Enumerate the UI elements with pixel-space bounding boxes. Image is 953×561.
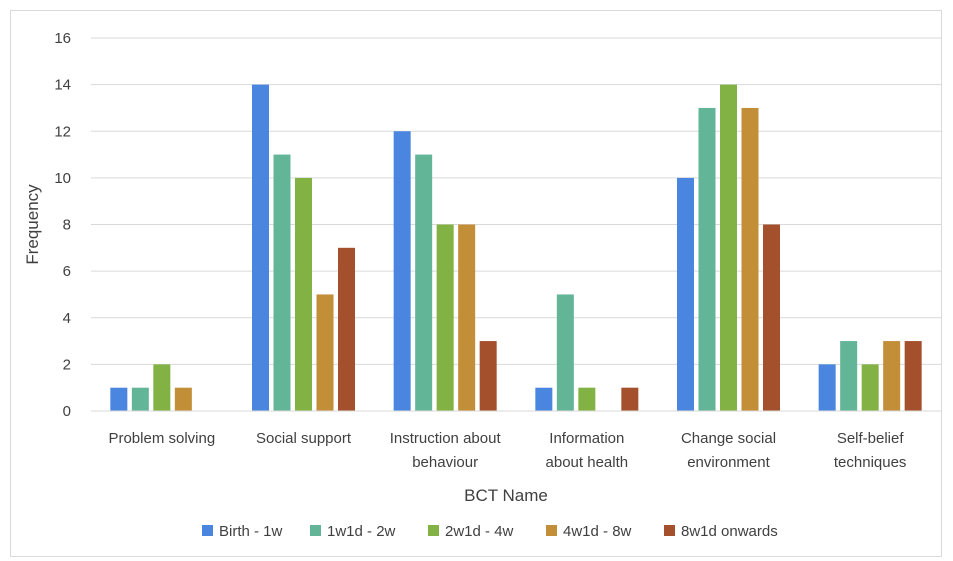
y-tick-label: 4: [63, 310, 71, 327]
bar: [763, 224, 780, 411]
bar: [174, 387, 192, 411]
x-tick-label: Change social environment: [681, 430, 776, 471]
bar: [904, 341, 922, 411]
bar: [458, 224, 476, 411]
bar: [273, 154, 291, 411]
bar: [677, 177, 694, 411]
bar: [535, 387, 553, 411]
bar: [415, 154, 433, 411]
bar: [479, 341, 497, 411]
x-tick-label: Problem solving: [108, 430, 215, 447]
y-tick-label: 0: [63, 403, 71, 420]
bar: [153, 364, 171, 411]
y-tick-label: 6: [63, 263, 71, 280]
x-tick-label: Instruction about behaviour: [390, 430, 502, 471]
bar: [578, 387, 596, 411]
bar: [818, 364, 836, 411]
bar: [720, 84, 737, 411]
legend-label: 8w1d onwards: [681, 523, 778, 540]
legend: Birth - 1w 1w1d - 2w 2w1d - 4w 4w1d - 8w 8w1…: [202, 523, 778, 540]
y-tick-label: 14: [54, 77, 71, 94]
bar: [338, 247, 355, 411]
legend-label: 2w1d - 4w: [445, 523, 514, 540]
bar: [393, 131, 411, 411]
bar: [131, 387, 149, 411]
x-tick-label: Self-belief techniques: [834, 430, 907, 471]
y-tick-label: 2: [63, 356, 71, 373]
y-tick-label: 8: [63, 217, 71, 234]
y-tick-label: 16: [54, 30, 71, 47]
legend-swatch: [202, 525, 213, 536]
legend-swatch: [546, 525, 557, 536]
bar: [698, 107, 716, 411]
y-axis-ticks: 0 2 4 6 8 10 12 14 16: [54, 30, 71, 420]
bar: [436, 224, 454, 411]
legend-label: 4w1d - 8w: [563, 523, 632, 540]
bar: [883, 341, 901, 411]
x-axis-title: BCT Name: [464, 486, 548, 505]
bar: [861, 364, 879, 411]
y-tick-label: 10: [54, 170, 71, 187]
legend-swatch: [428, 525, 439, 536]
legend-swatch: [310, 525, 321, 536]
bar: [316, 294, 334, 411]
y-tick-label: 12: [54, 123, 71, 140]
legend-label: 1w1d - 2w: [327, 523, 396, 540]
bar-chart: 0 2 4 6 8 10 12 14 16 Problem solving Social supp…: [23, 30, 941, 540]
bar: [110, 387, 128, 411]
bar: [295, 177, 312, 411]
bar: [840, 341, 858, 411]
bar: [252, 84, 269, 411]
x-axis-categories: Problem solving Social support Instruction…: [108, 430, 906, 471]
bar: [621, 387, 639, 411]
bars: [110, 84, 922, 411]
bar: [741, 107, 759, 411]
x-tick-label: Information about health: [546, 430, 629, 471]
bar: [556, 294, 574, 411]
x-tick-label: Social support: [256, 430, 352, 447]
legend-label: Birth - 1w: [219, 523, 283, 540]
legend-swatch: [664, 525, 675, 536]
y-axis-title: Frequency: [23, 184, 42, 265]
gridlines: [91, 37, 941, 365]
chart-area: 0 2 4 6 8 10 12 14 16 Problem solving Social supp…: [10, 10, 942, 557]
